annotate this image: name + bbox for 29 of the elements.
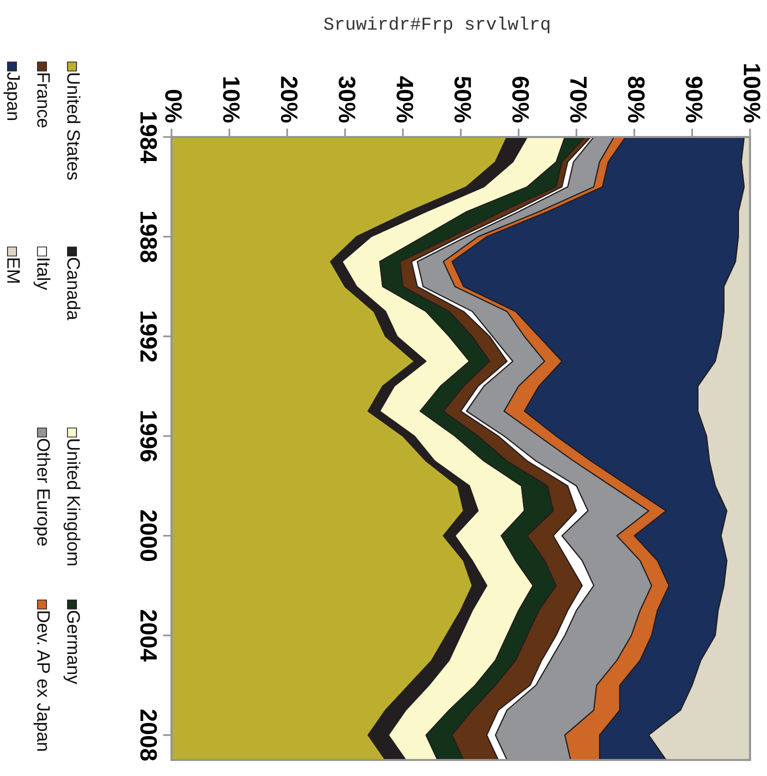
x-tick-label: 10%	[223, 77, 240, 122]
legend-label: EM	[7, 258, 20, 283]
y-tick-label: 2004	[140, 610, 157, 662]
legend-label: Dev. AP ex Japan	[34, 611, 50, 751]
legend-label: Other Europe	[34, 438, 50, 546]
legend-label: United Kingdom	[64, 439, 80, 566]
x-tick-label: 70%	[570, 76, 587, 122]
x-tick-label: 90%	[686, 76, 703, 122]
x-tick-label: 40%	[396, 76, 414, 122]
y-tick-label: 2000	[140, 510, 157, 562]
y-tick-label: 1984	[140, 112, 157, 164]
x-tick-label: 100%	[744, 64, 760, 122]
legend-label: Italy	[34, 258, 50, 290]
x-tick-label: 30%	[338, 76, 356, 122]
x-tick-label: 80%	[628, 76, 645, 122]
y-tick-label: 1996	[140, 411, 157, 462]
y-tick-label: 1988	[140, 212, 157, 262]
y-tick-label: 2008	[140, 710, 157, 761]
x-tick-label: 0%	[165, 90, 182, 122]
x-tick-label: 50%	[454, 76, 472, 122]
legend-label: France	[37, 73, 50, 128]
legend-label: Canada	[67, 258, 80, 320]
legend-label: United States	[67, 73, 80, 180]
chart-title: Sruwirdr#Frp srvlwlrq	[324, 16, 550, 34]
y-tick-label: 1992	[140, 312, 157, 362]
legend-label: Germany	[64, 610, 80, 684]
legend-label: Japan	[4, 72, 20, 120]
x-tick-label: 60%	[512, 76, 529, 122]
x-tick-label: 20%	[280, 76, 298, 122]
